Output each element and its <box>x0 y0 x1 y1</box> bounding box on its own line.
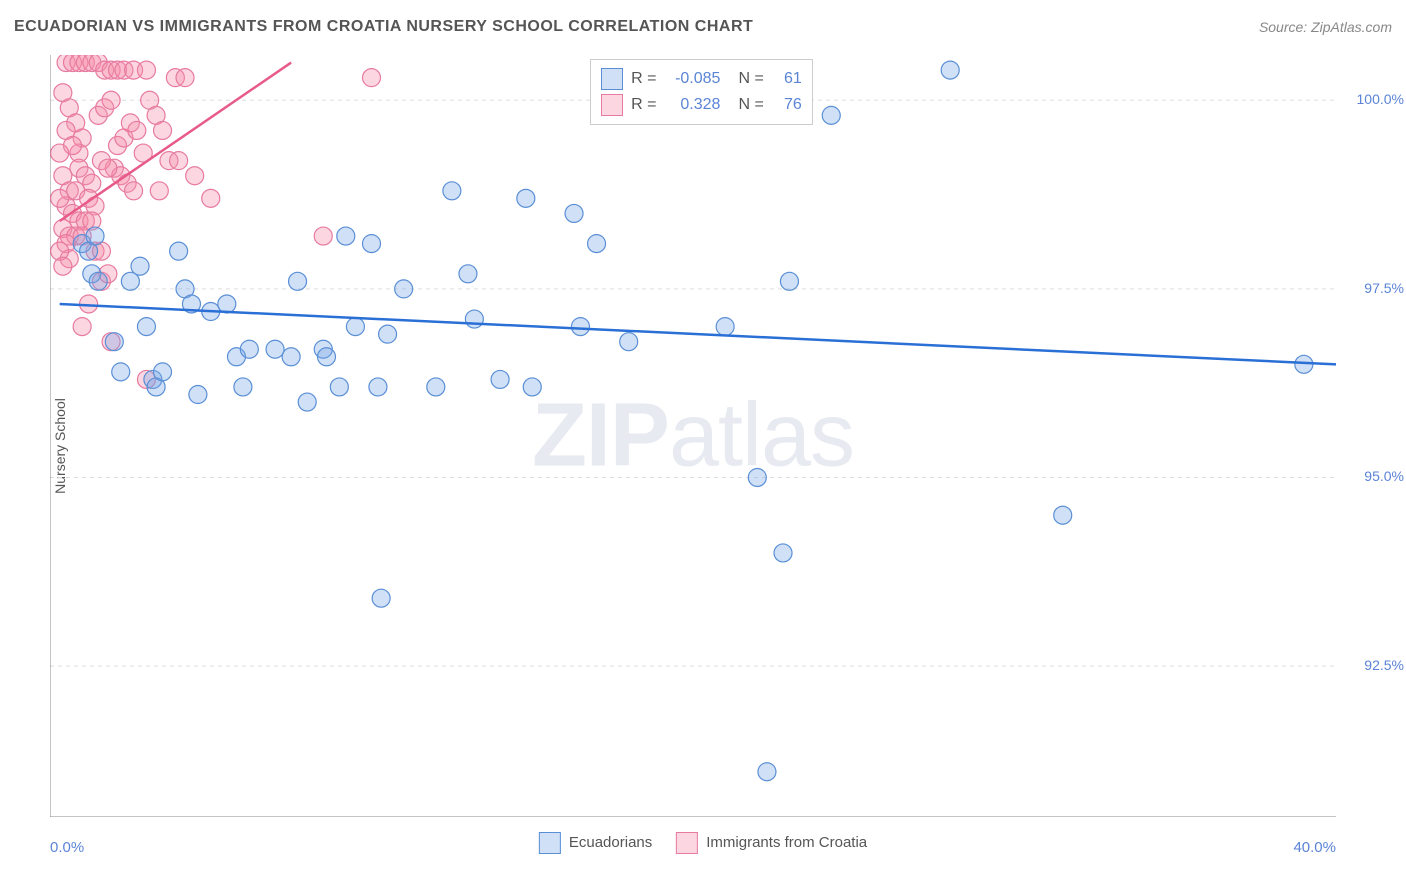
x-axis-min-label: 0.0% <box>50 839 84 856</box>
stat-swatch-icon <box>601 68 623 90</box>
plot-area: ZIPatlas R =-0.085N =61R =0.328N =76 <box>50 55 1336 817</box>
source-attribution: Source: ZipAtlas.com <box>1259 19 1392 35</box>
legend-item-croatia: Immigrants from Croatia <box>676 832 867 854</box>
stat-r-value: -0.085 <box>664 70 720 88</box>
scatter-svg <box>50 55 1336 817</box>
stat-r-label: R = <box>631 96 656 114</box>
stat-n-label: N = <box>738 96 763 114</box>
legend-label: Immigrants from Croatia <box>706 834 867 851</box>
correlation-stat-box: R = -0.085 N = 61 R = 0.328 N = 76 <box>590 59 813 125</box>
y-tick-label: 97.5% <box>1364 280 1404 296</box>
legend-label: Ecuadorians <box>569 834 652 851</box>
stat-swatch-icon <box>601 94 623 116</box>
y-tick-label: 92.5% <box>1364 657 1404 673</box>
stat-n-label: N = <box>738 70 763 88</box>
stat-r-label: R = <box>631 70 656 88</box>
x-axis-max-label: 40.0% <box>1293 839 1336 856</box>
legend-swatch-icon <box>676 832 698 854</box>
stat-n-value: 61 <box>772 70 802 88</box>
bottom-legend: Ecuadorians Immigrants from Croatia <box>539 832 867 854</box>
stat-row-croatia: R = 0.328 N = 76 <box>601 92 802 118</box>
stat-n-value: 76 <box>772 96 802 114</box>
y-tick-label: 100.0% <box>1357 91 1404 107</box>
stat-r-value: 0.328 <box>664 96 720 114</box>
legend-swatch-icon <box>539 832 561 854</box>
chart-title: ECUADORIAN VS IMMIGRANTS FROM CROATIA NU… <box>14 18 753 36</box>
stat-row-ecuadorians: R = -0.085 N = 61 <box>601 66 802 92</box>
y-tick-label: 95.0% <box>1364 468 1404 484</box>
legend-item-ecuadorians: Ecuadorians <box>539 832 652 854</box>
